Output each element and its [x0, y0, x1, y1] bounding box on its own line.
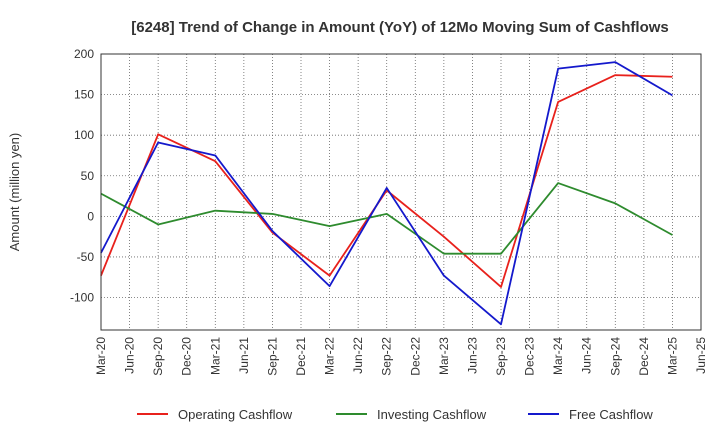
series-lines: [100, 61, 673, 326]
x-tick-label: Sep-23: [494, 337, 508, 376]
legend-label: Free Cashflow: [569, 407, 653, 422]
x-tick-label: Sep-21: [265, 337, 279, 376]
y-tick-label: -100: [70, 291, 94, 305]
y-tick-label: 50: [81, 169, 95, 183]
x-axis-ticks: Mar-20 Jun-20 Sep-20 Dec-20 Mar-21 Jun-21 Sep-…: [94, 337, 708, 376]
series-line-investing-cashflow: [100, 182, 673, 255]
x-tick-label: Mar-25: [665, 337, 679, 375]
x-tick-label: Dec-24: [637, 337, 651, 376]
grid: [100, 53, 702, 330]
chart-title: [6248] Trend of Change in Amount (YoY) o…: [131, 19, 669, 36]
x-tick-label: Mar-21: [208, 337, 222, 375]
y-tick-label: 100: [74, 128, 94, 142]
plot-frame: [100, 53, 702, 331]
x-tick-label: Sep-24: [608, 337, 622, 376]
legend-label: Investing Cashflow: [377, 407, 487, 422]
y-axis-label: Amount (million yen): [7, 133, 22, 252]
y-tick-label: -50: [77, 250, 95, 264]
x-tick-label: Dec-23: [523, 337, 537, 376]
y-axis-ticks: 200 150 100 50 0 -50 -100: [70, 47, 94, 305]
x-tick-label: Jun-22: [351, 337, 365, 374]
x-tick-label: Jun-23: [465, 337, 479, 374]
x-tick-label: Sep-20: [151, 337, 165, 376]
x-tick-label: Mar-22: [323, 337, 337, 375]
x-tick-label: Dec-22: [408, 337, 422, 376]
series-line-free-cashflow: [100, 61, 673, 326]
x-tick-label: Jun-21: [237, 337, 251, 374]
x-tick-label: Mar-24: [551, 337, 565, 375]
x-tick-label: Dec-20: [180, 337, 194, 376]
y-tick-label: 200: [74, 47, 94, 61]
x-tick-label: Jun-20: [123, 337, 137, 374]
y-tick-label: 0: [87, 209, 94, 223]
x-tick-label: Jun-24: [580, 337, 594, 374]
x-tick-label: Mar-23: [437, 337, 451, 375]
y-tick-label: 150: [74, 88, 94, 102]
x-tick-label: Mar-20: [94, 337, 108, 375]
x-tick-label: Jun-25: [694, 337, 708, 374]
x-tick-label: Dec-21: [294, 337, 308, 376]
series-line-operating-cashflow: [100, 74, 673, 288]
x-tick-label: Sep-22: [380, 337, 394, 376]
legend: Operating Cashflow Investing Cashflow Free…: [137, 407, 653, 422]
legend-label: Operating Cashflow: [178, 407, 293, 422]
